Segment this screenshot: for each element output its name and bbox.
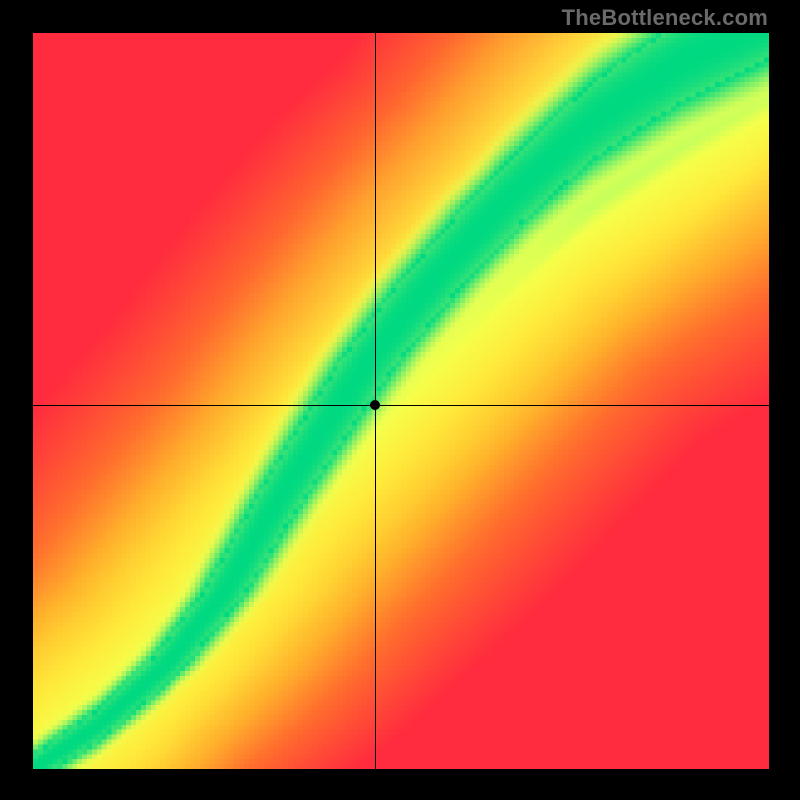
chart-container: TheBottleneck.com: [0, 0, 800, 800]
bottleneck-heatmap: [33, 33, 769, 769]
crosshair-horizontal: [33, 405, 769, 406]
crosshair-marker: [370, 400, 380, 410]
watermark-text: TheBottleneck.com: [562, 5, 768, 31]
